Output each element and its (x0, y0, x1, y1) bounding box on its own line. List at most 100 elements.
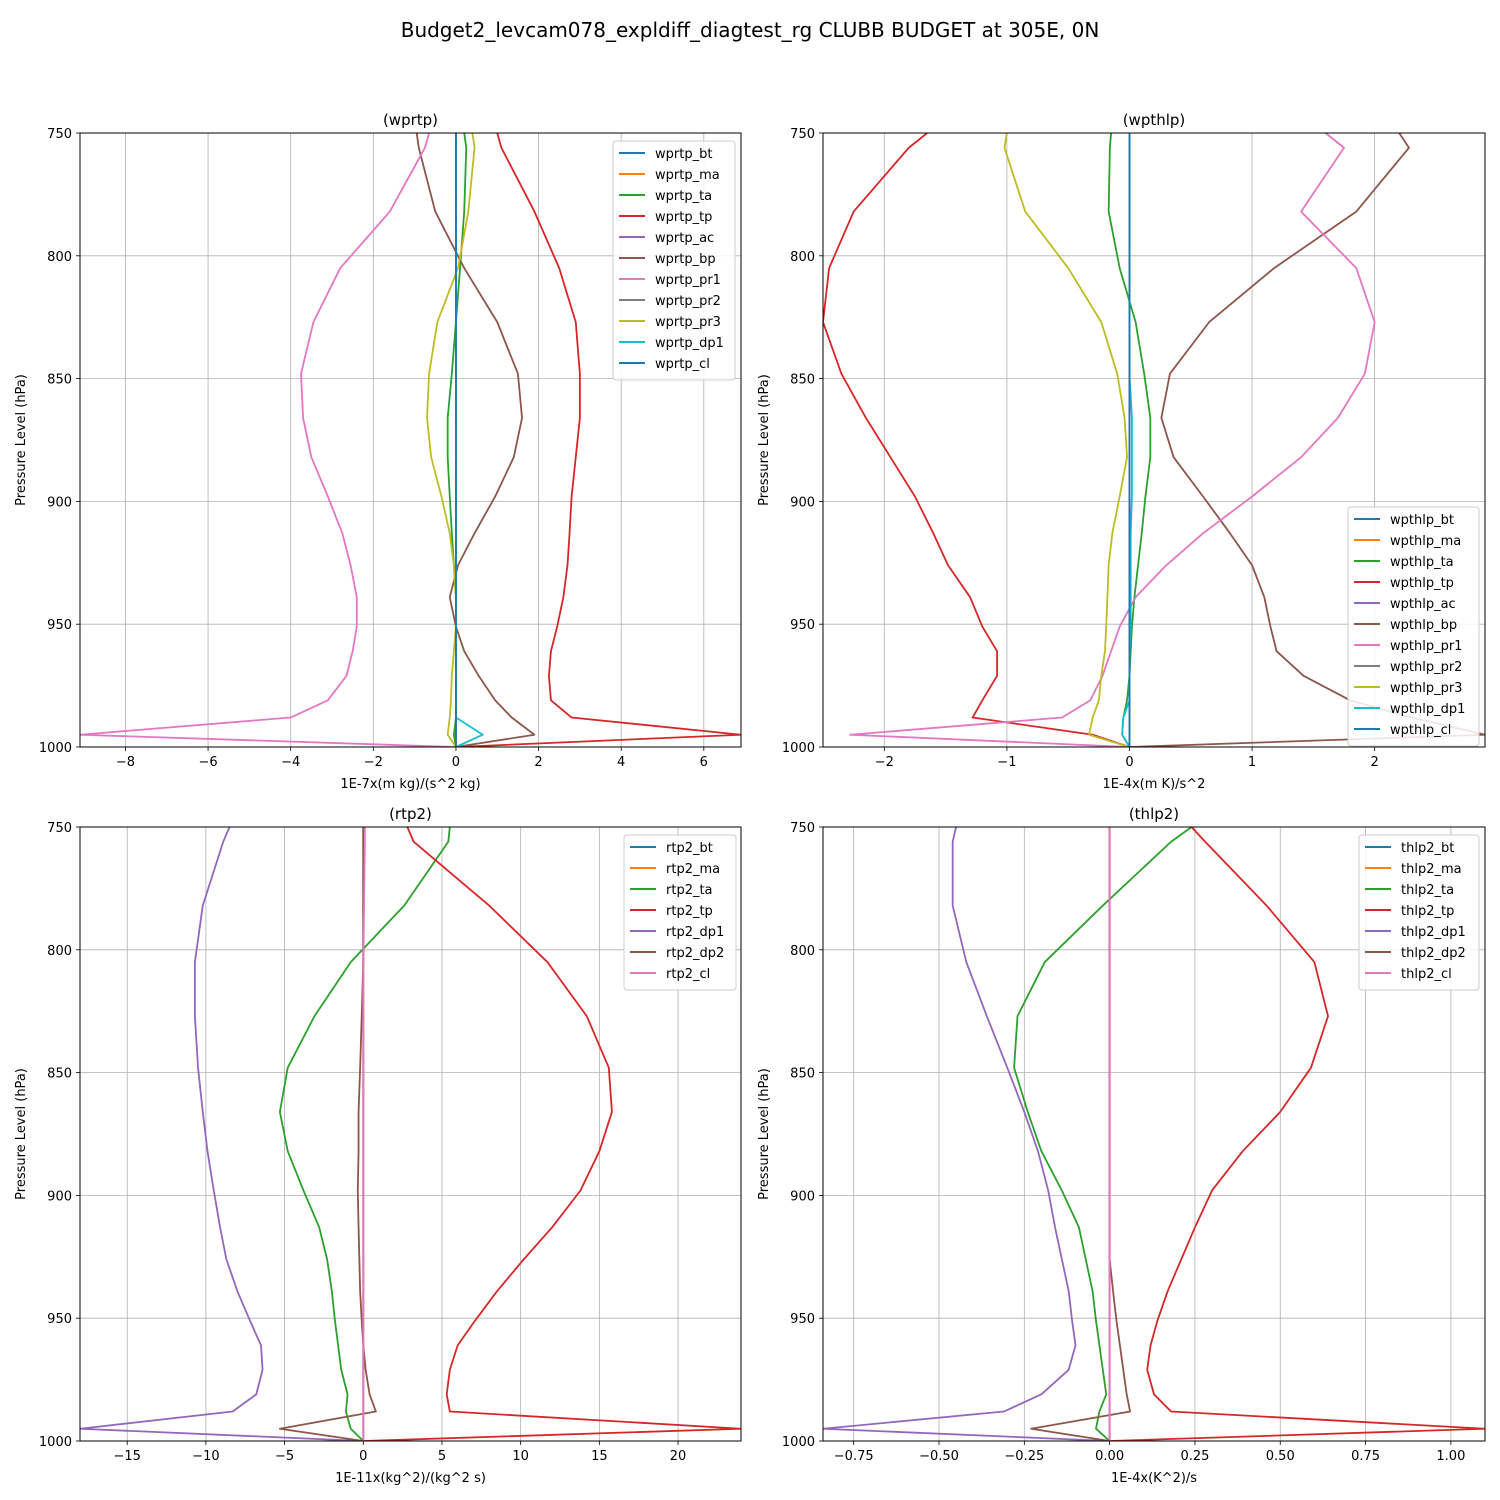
y-tick-label: 750 (47, 127, 72, 142)
y-tick-label: 1000 (782, 1435, 815, 1450)
legend-label: wpthlp_pr1 (1390, 639, 1462, 654)
legend-box (1347, 506, 1480, 747)
y-tick-label: 950 (47, 618, 72, 633)
y-tick-label: 850 (47, 373, 72, 388)
x-tick-label: −4 (281, 755, 300, 770)
legend-label: wpthlp_ma (1390, 534, 1461, 549)
series-line-rtp2_dp1 (80, 827, 364, 1441)
x-tick-label: 6 (700, 755, 708, 770)
y-tick-label: 850 (47, 1067, 72, 1082)
x-tick-label: −2 (875, 755, 894, 770)
legend-label: thlp2_tp (1401, 904, 1454, 919)
legend-label: wprtp_pr2 (655, 294, 721, 309)
y-tick-label: 850 (790, 373, 815, 388)
series-line-wpthlp_ta (1107, 133, 1152, 747)
x-tick-label: −0.50 (919, 1449, 959, 1464)
series-line-wpthlp_pr3 (1003, 133, 1130, 747)
legend-label: thlp2_cl (1401, 967, 1452, 982)
x-tick-label: 0 (1125, 755, 1133, 770)
y-tick-label: 900 (47, 1189, 72, 1204)
x-tick-label: 15 (591, 1449, 608, 1464)
y-tick-label: 750 (47, 821, 72, 836)
panel-wpthlp: −2 −1 0 1 2 750 800 850 900 950 1000 (wpthlp) 1E-4x(… (757, 111, 1486, 792)
x-tick-label: 0 (452, 755, 460, 770)
series-line-wpthlp_tp (823, 133, 1130, 747)
y-tick-label: 950 (47, 1312, 72, 1327)
legend-label: rtp2_dp2 (666, 946, 724, 961)
x-tick-label: 1 (1248, 755, 1256, 770)
legend-label: wprtp_dp1 (655, 336, 724, 351)
legend: wpthlp_bt wpthlp_ma wpthlp_ta wpthlp_tpwpth… (1347, 506, 1480, 747)
x-axis-label: 1E-7x(m kg)/(s^2 kg) (340, 777, 480, 792)
x-tick-label: 0.50 (1266, 1449, 1295, 1464)
legend-label: wprtp_ta (655, 189, 712, 204)
series-line-wprtp_pr3 (426, 133, 476, 747)
x-tick-label: 20 (670, 1449, 687, 1464)
panel-rtp2: −15 −10 −5 0 5 10 15 20 750 800 850 900 950 1000 (rtp2… (14, 805, 742, 1486)
series-line-thlp2_dp1 (823, 827, 1110, 1441)
x-axis-label: 1E-4x(K^2)/s (1111, 1471, 1197, 1486)
legend-label: wprtp_bp (655, 252, 716, 267)
panel-title: (thlp2) (1129, 805, 1179, 823)
legend-label: wprtp_tp (655, 210, 712, 225)
x-tick-label: −5 (275, 1449, 294, 1464)
series-line-thlp2_tp (1109, 827, 1485, 1441)
x-tick-label: 0.25 (1180, 1449, 1209, 1464)
x-tick-label: 4 (617, 755, 625, 770)
y-tick-label: 1000 (782, 741, 815, 756)
legend-label: wpthlp_tp (1390, 576, 1454, 591)
y-axis-label: Pressure Level (hPa) (14, 1068, 29, 1200)
series-line-wpthlp_pr1 (849, 133, 1376, 747)
legend-label: wpthlp_bt (1390, 513, 1454, 528)
panel-title: (wpthlp) (1123, 111, 1186, 129)
x-tick-label: −15 (113, 1449, 140, 1464)
y-axis-label: Pressure Level (hPa) (757, 374, 772, 506)
panel-title: (rtp2) (389, 805, 432, 823)
x-tick-label: −6 (198, 755, 217, 770)
legend-label: wpthlp_bp (1390, 618, 1457, 633)
legend-label: thlp2_ta (1401, 883, 1454, 898)
legend-label: wprtp_pr3 (655, 315, 721, 330)
legend: rtp2_bt rtp2_ma rtp2_ta rtp2_tp rtp2_dp1 rtp2… (623, 834, 737, 991)
legend-label: rtp2_tp (666, 904, 713, 919)
series-line-wprtp_pr1 (80, 133, 456, 747)
y-tick-label: 750 (790, 821, 815, 836)
axes-frame (79, 132, 742, 748)
x-tick-label: 2 (534, 755, 542, 770)
legend-label: thlp2_bt (1401, 841, 1454, 856)
y-tick-label: 1000 (39, 1435, 72, 1450)
legend-label: thlp2_ma (1401, 862, 1462, 877)
legend-label: wpthlp_dp1 (1390, 702, 1465, 717)
series-line-rtp2_cl (362, 827, 366, 1441)
y-tick-label: 900 (47, 495, 72, 510)
series-line-rtp2_ta (278, 827, 451, 1441)
x-tick-label: 0 (359, 1449, 367, 1464)
x-axis-label: 1E-11x(kg^2)/(kg^2 s) (335, 1471, 486, 1486)
legend-label: wprtp_pr1 (655, 273, 721, 288)
legend-label: wpthlp_ta (1390, 555, 1454, 570)
legend-label: wpthlp_pr3 (1390, 681, 1462, 696)
y-tick-label: 900 (790, 1189, 815, 1204)
y-tick-label: 1000 (39, 741, 72, 756)
axes-frame (79, 826, 742, 1442)
x-tick-label: 5 (438, 1449, 446, 1464)
x-tick-label: −0.25 (1004, 1449, 1044, 1464)
x-tick-label: −0.75 (834, 1449, 874, 1464)
y-axis-label: Pressure Level (hPa) (757, 1068, 772, 1200)
y-tick-label: 800 (790, 250, 815, 265)
legend-label: wprtp_ma (655, 168, 720, 183)
legend-label: rtp2_dp1 (666, 925, 724, 940)
x-tick-label: 1.00 (1436, 1449, 1465, 1464)
x-tick-label: 0.00 (1095, 1449, 1124, 1464)
y-tick-label: 800 (47, 944, 72, 959)
series-line-thlp2_ta (1013, 827, 1193, 1441)
y-tick-label: 850 (790, 1067, 815, 1082)
panel-wprtp: −8 −6 −4 −2 0 2 4 6 750 800 850 900 950 1000 (wprtp) 1E… (14, 111, 742, 792)
legend-label: wprtp_ac (655, 231, 714, 246)
y-tick-label: 750 (790, 127, 815, 142)
legend-label: wprtp_bt (655, 147, 712, 162)
x-tick-label: 0.75 (1351, 1449, 1380, 1464)
series-line-rtp2_tp (363, 827, 741, 1441)
y-tick-label: 800 (790, 944, 815, 959)
